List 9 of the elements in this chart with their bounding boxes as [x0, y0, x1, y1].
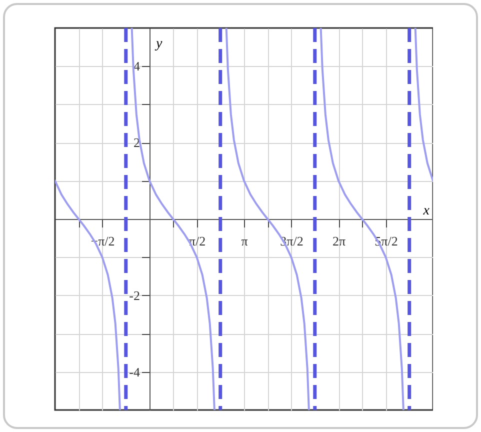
- y-tick-label: 2: [134, 135, 140, 150]
- y-tick-label: -2: [129, 288, 140, 303]
- x-tick-label: π: [241, 234, 248, 248]
- y-tick-label: 4: [134, 58, 140, 74]
- y-tick-label: -4: [129, 364, 140, 380]
- x-tick-label: −π/2: [90, 234, 115, 248]
- x-axis-title: x: [422, 204, 430, 218]
- x-tick-label: 2π: [332, 234, 346, 248]
- y-axis-title: y: [154, 36, 163, 52]
